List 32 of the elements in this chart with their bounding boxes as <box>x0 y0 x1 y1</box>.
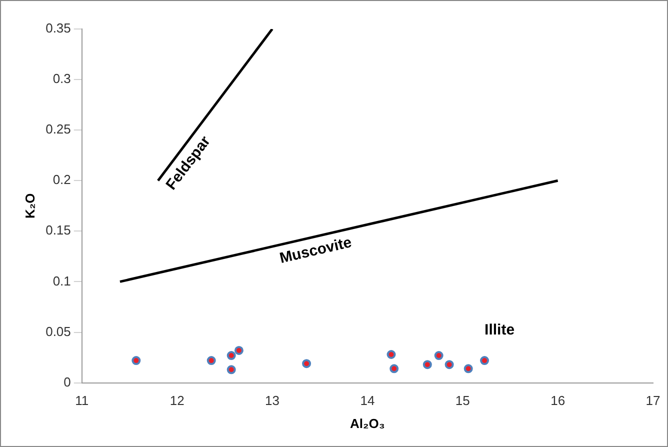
point <box>302 359 312 368</box>
y-axis-title: K₂O <box>22 193 38 219</box>
x-tick-label: 17 <box>646 393 660 408</box>
x-tick-label: 14 <box>360 393 375 408</box>
y-tick-label: 0.25 <box>46 122 71 137</box>
y-tick-label: 0 <box>64 374 71 390</box>
y-tick-label: 0.35 <box>46 20 71 36</box>
point <box>132 356 141 366</box>
y-tick-label: 0.1 <box>52 273 71 288</box>
point <box>386 350 396 359</box>
y-tick-label: 0.15 <box>46 222 71 238</box>
point <box>226 365 236 374</box>
x-axis-title: Al₂O₃ <box>350 416 385 431</box>
x-tick-label: 13 <box>265 393 280 408</box>
point <box>434 351 444 360</box>
point <box>464 364 473 374</box>
point <box>390 364 399 374</box>
y-tick-label: 0.05 <box>46 324 71 339</box>
point <box>226 351 236 360</box>
annotation: Muscovite <box>278 234 354 268</box>
y-tick-label: 0.3 <box>52 71 71 86</box>
x-tick-label: 12 <box>170 393 184 408</box>
y-tick-label: 0.2 <box>52 172 71 188</box>
point <box>444 360 454 370</box>
point <box>206 356 216 366</box>
point <box>422 360 432 370</box>
annotation: Illite <box>484 322 515 339</box>
x-tick-label: 15 <box>455 393 470 408</box>
point <box>234 346 244 355</box>
x-tick-label: 11 <box>75 393 89 408</box>
x-tick-label: 16 <box>550 393 566 408</box>
point <box>480 356 490 366</box>
